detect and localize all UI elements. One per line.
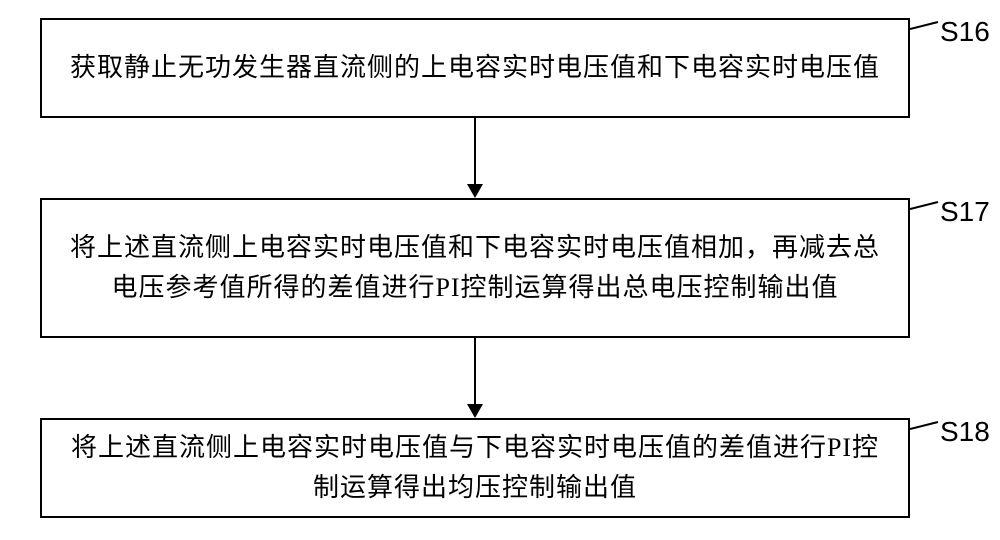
node-text: 获取静止无功发生器直流侧的上电容实时电压值和下电容实时电压值 [70,48,880,88]
step-label-s16: S16 [940,16,990,48]
label-connector-s17 [910,198,940,214]
flowchart-node-s18: 将上述直流侧上电容实时电压值与下电容实时电压值的差值进行PI控制运算得出均压控制… [40,418,910,518]
step-label-s18: S18 [940,416,990,448]
flowchart-node-s16: 获取静止无功发生器直流侧的上电容实时电压值和下电容实时电压值 [40,18,910,118]
arrow-s16-s17 [467,118,483,198]
label-connector-s16 [910,18,940,34]
flowchart-node-s17: 将上述直流侧上电容实时电压值和下电容实时电压值相加，再减去总电压参考值所得的差值… [40,198,910,338]
flowchart-container: 获取静止无功发生器直流侧的上电容实时电压值和下电容实时电压值 S16 将上述直流… [0,0,1000,540]
arrow-s17-s18 [467,338,483,418]
node-text: 将上述直流侧上电容实时电压值和下电容实时电压值相加，再减去总电压参考值所得的差值… [66,228,884,309]
node-text: 将上述直流侧上电容实时电压值与下电容实时电压值的差值进行PI控制运算得出均压控制… [66,428,884,509]
label-connector-s18 [910,418,940,434]
step-label-s17: S17 [940,196,990,228]
